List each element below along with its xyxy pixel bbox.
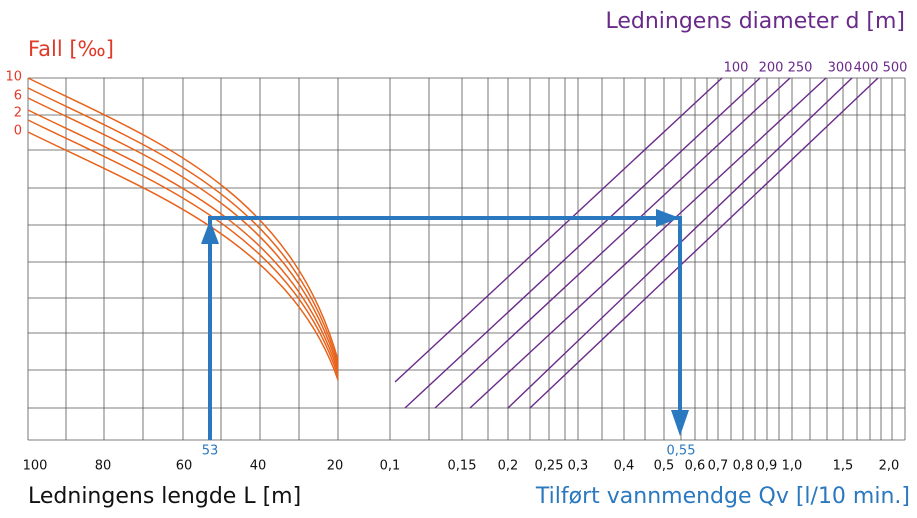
- tick-label: 80: [95, 459, 112, 474]
- tick-label: 20: [327, 459, 344, 474]
- tick-label: 100: [23, 459, 48, 474]
- tick-label: 0,8: [733, 459, 754, 474]
- diameter-line: [529, 77, 879, 409]
- tick-label: 6: [14, 89, 22, 104]
- tick-label: 60: [176, 459, 193, 474]
- tick-label: 250: [788, 61, 813, 76]
- diameter-line: [394, 77, 723, 383]
- annotation: 53: [202, 444, 219, 459]
- diameter-line: [434, 77, 791, 409]
- diameter-line: [404, 77, 761, 409]
- diameter-line: [469, 77, 827, 409]
- tick-label: 200: [759, 61, 784, 76]
- arrow-head: [201, 220, 219, 244]
- diameter-title: Ledningens diameter d [m]: [605, 9, 905, 34]
- fall-curve: [27, 77, 339, 361]
- annotation: 0,55: [667, 444, 696, 459]
- tick-label: 0,1: [380, 459, 401, 474]
- tick-label: 2: [14, 106, 22, 121]
- tick-label: 0,3: [568, 459, 589, 474]
- tick-label: 1,5: [833, 459, 854, 474]
- tick-label: 10: [5, 70, 22, 85]
- tick-label: 400: [854, 61, 879, 76]
- tick-label: 1,0: [782, 459, 803, 474]
- arrow-head: [656, 209, 680, 227]
- tick-label: 0,25: [535, 459, 564, 474]
- tick-label: 0,7: [708, 459, 729, 474]
- tick-label: 0,9: [757, 459, 778, 474]
- flow-title: Tilført vannmendge Qv [l/10 min.]: [535, 484, 910, 509]
- tick-label: 300: [828, 61, 853, 76]
- fall-curve: [27, 119, 339, 377]
- arrow-path: [208, 216, 660, 440]
- tick-label: 500: [883, 61, 908, 76]
- fall-curve: [27, 97, 339, 369]
- tick-label: 2,0: [879, 459, 900, 474]
- tick-label: 0,4: [614, 459, 635, 474]
- tick-label: 0: [14, 124, 22, 139]
- tick-label: 100: [724, 61, 749, 76]
- diameter-lines: [394, 77, 879, 409]
- fall-curve: [27, 109, 339, 373]
- tick-label: 0,15: [448, 459, 477, 474]
- tick-label: 0,6: [685, 459, 706, 474]
- tick-label: 0,5: [654, 459, 675, 474]
- grid: [27, 77, 906, 441]
- fall-title: Fall [‰]: [28, 37, 114, 61]
- length-title: Ledningens lengde L [m]: [28, 484, 301, 509]
- fall-curve: [27, 87, 339, 365]
- tick-label: 40: [250, 459, 267, 474]
- arrow-head: [671, 410, 689, 436]
- tick-label: 0,2: [498, 459, 519, 474]
